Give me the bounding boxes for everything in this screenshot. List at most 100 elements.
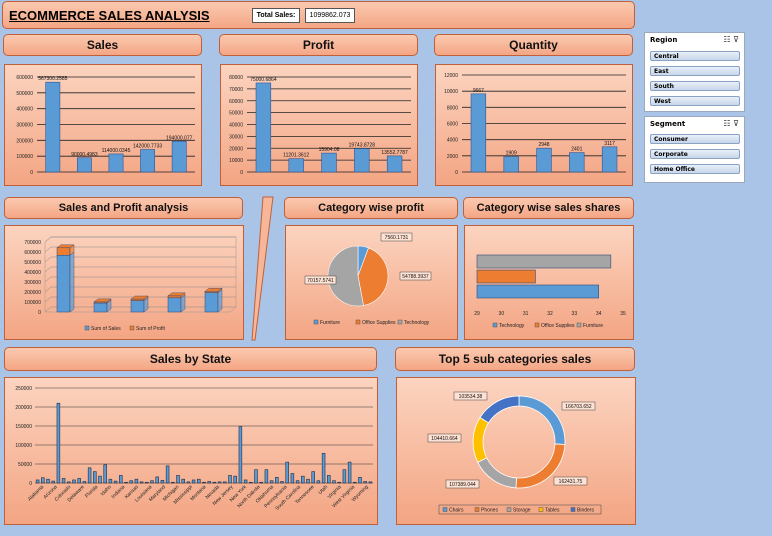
sales-profit-header: Sales and Profit analysis: [4, 197, 243, 219]
y-tick-label: 400000: [16, 107, 33, 113]
bar: [249, 481, 253, 484]
y-tick-label: 0: [30, 170, 33, 176]
slicer-item-home-office[interactable]: Home Office: [650, 164, 740, 174]
multi-select-icon[interactable]: ☷: [723, 35, 731, 44]
y-tick-label: 700000: [24, 240, 41, 246]
bar: [280, 481, 284, 484]
profit-bar: [204, 290, 219, 293]
bar: [51, 480, 55, 484]
y-tick-label: 10000: [229, 158, 243, 164]
slicer-item-central[interactable]: Central: [650, 51, 740, 61]
y-tick-label: 200000: [16, 138, 33, 144]
dashboard-title: ECOMMERCE SALES ANALYSIS: [9, 8, 210, 23]
bar: [207, 481, 211, 484]
bar: [82, 481, 87, 484]
quantity-title: Quantity: [509, 38, 558, 52]
bar: [288, 158, 304, 173]
sales-bar: [204, 292, 219, 313]
bar: [223, 481, 227, 484]
slicer-item-consumer[interactable]: Consumer: [650, 134, 740, 144]
bar: [212, 481, 217, 484]
bar: [285, 461, 289, 484]
data-label: 567300.2585: [38, 76, 67, 82]
bar: [98, 475, 102, 484]
data-label: 114000.0345: [102, 148, 131, 154]
slicer-item-west[interactable]: West: [650, 96, 740, 106]
bar: [129, 480, 133, 484]
sales-bar: [56, 255, 71, 313]
multi-select-icon[interactable]: ☷: [723, 119, 731, 128]
sales-bar-side: [217, 289, 223, 313]
profit-bar-top: [204, 288, 223, 292]
y-tick-label: 6000: [447, 122, 458, 128]
sales-title: Sales: [86, 38, 119, 52]
slicer-item-corporate[interactable]: Corporate: [650, 149, 740, 159]
top5-title: Top 5 sub categories sales: [438, 352, 592, 366]
doughnut-slice: [479, 395, 520, 424]
top5-chart-svg: 166703.652 162431.75 107389.044 104410.664 1…: [427, 391, 602, 515]
y-tick-label: 70000: [229, 87, 243, 93]
bar: [45, 81, 61, 173]
bar: [321, 152, 337, 173]
y-tick-label: 300000: [16, 123, 33, 129]
legend-swatch: [442, 507, 448, 512]
x-tick-label: Utah: [317, 484, 329, 496]
segment-slicer-icons[interactable]: ☷ ⊽: [723, 119, 739, 128]
x-tick-label: 35: [620, 311, 626, 317]
y-tick-label: 4000: [447, 138, 458, 144]
bar: [76, 157, 92, 173]
cat-sales-chart: 29 30 31 32 33 34 35 Technology Office Supplies F…: [464, 225, 634, 340]
sales-chart: 0 100000 200000 300000 400000 500000 600000 567…: [4, 64, 202, 186]
bar: [119, 475, 123, 484]
legend-swatch: [534, 322, 540, 328]
data-label-box: [453, 391, 488, 401]
bar: [503, 156, 519, 173]
region-slicer-icons[interactable]: ☷ ⊽: [723, 35, 739, 44]
y-tick-label: 0: [455, 170, 458, 176]
data-label: 104410.664: [431, 436, 458, 442]
bar: [332, 480, 336, 484]
cat-profit-chart-svg: 7560.1731 54788.3937 70157.5741 Furniture Of…: [304, 232, 432, 326]
bar: [476, 269, 536, 284]
y-tick-label: 100000: [24, 300, 41, 306]
bar: [134, 478, 139, 484]
cat-profit-chart: 7560.1731 54788.3937 70157.5741 Furniture Of…: [285, 225, 458, 340]
bar: [145, 481, 149, 484]
bar: [160, 480, 165, 484]
data-label-box: [553, 476, 588, 486]
bar: [470, 93, 487, 173]
bar: [197, 478, 201, 484]
profit-header: Profit: [219, 34, 418, 56]
bar: [61, 478, 66, 484]
data-label-box: [427, 433, 462, 443]
bar: [601, 146, 618, 173]
legend-swatch: [474, 507, 480, 512]
segment-slicer-title: Segment: [650, 120, 686, 128]
state-chart: 0 50000 100000 150000 200000 250000 Alabama Ari…: [4, 377, 378, 525]
slicer-item-south[interactable]: South: [650, 81, 740, 91]
slicer-item-east[interactable]: East: [650, 66, 740, 76]
total-sales-label-box: Total Sales:: [252, 8, 300, 23]
data-label: 166703.652: [565, 404, 592, 410]
bar: [181, 478, 185, 484]
sales-profit-chart-svg: 0 100000 200000 300000 400000 500000 600000 700…: [24, 236, 237, 332]
bar: [46, 478, 50, 484]
y-tick-label: 600000: [16, 75, 33, 81]
legend-swatch: [570, 507, 576, 512]
bar: [233, 475, 237, 484]
y-tick-label: 8000: [447, 105, 458, 111]
clear-filter-icon[interactable]: ⊽: [733, 35, 739, 44]
sales-header: Sales: [3, 34, 202, 56]
total-sales-label: Total Sales:: [256, 12, 296, 19]
clear-filter-icon[interactable]: ⊽: [733, 119, 739, 128]
bar: [476, 284, 599, 299]
legend-swatch: [492, 322, 498, 328]
gridline: [44, 286, 236, 293]
x-tick-label: 30: [499, 311, 505, 317]
profit-bar-top: [167, 292, 186, 297]
doughnut-slice: [477, 457, 518, 489]
bar: [202, 481, 206, 484]
y-tick-label: 50000: [18, 462, 32, 468]
legend-swatch: [313, 319, 319, 325]
bar: [358, 477, 362, 484]
